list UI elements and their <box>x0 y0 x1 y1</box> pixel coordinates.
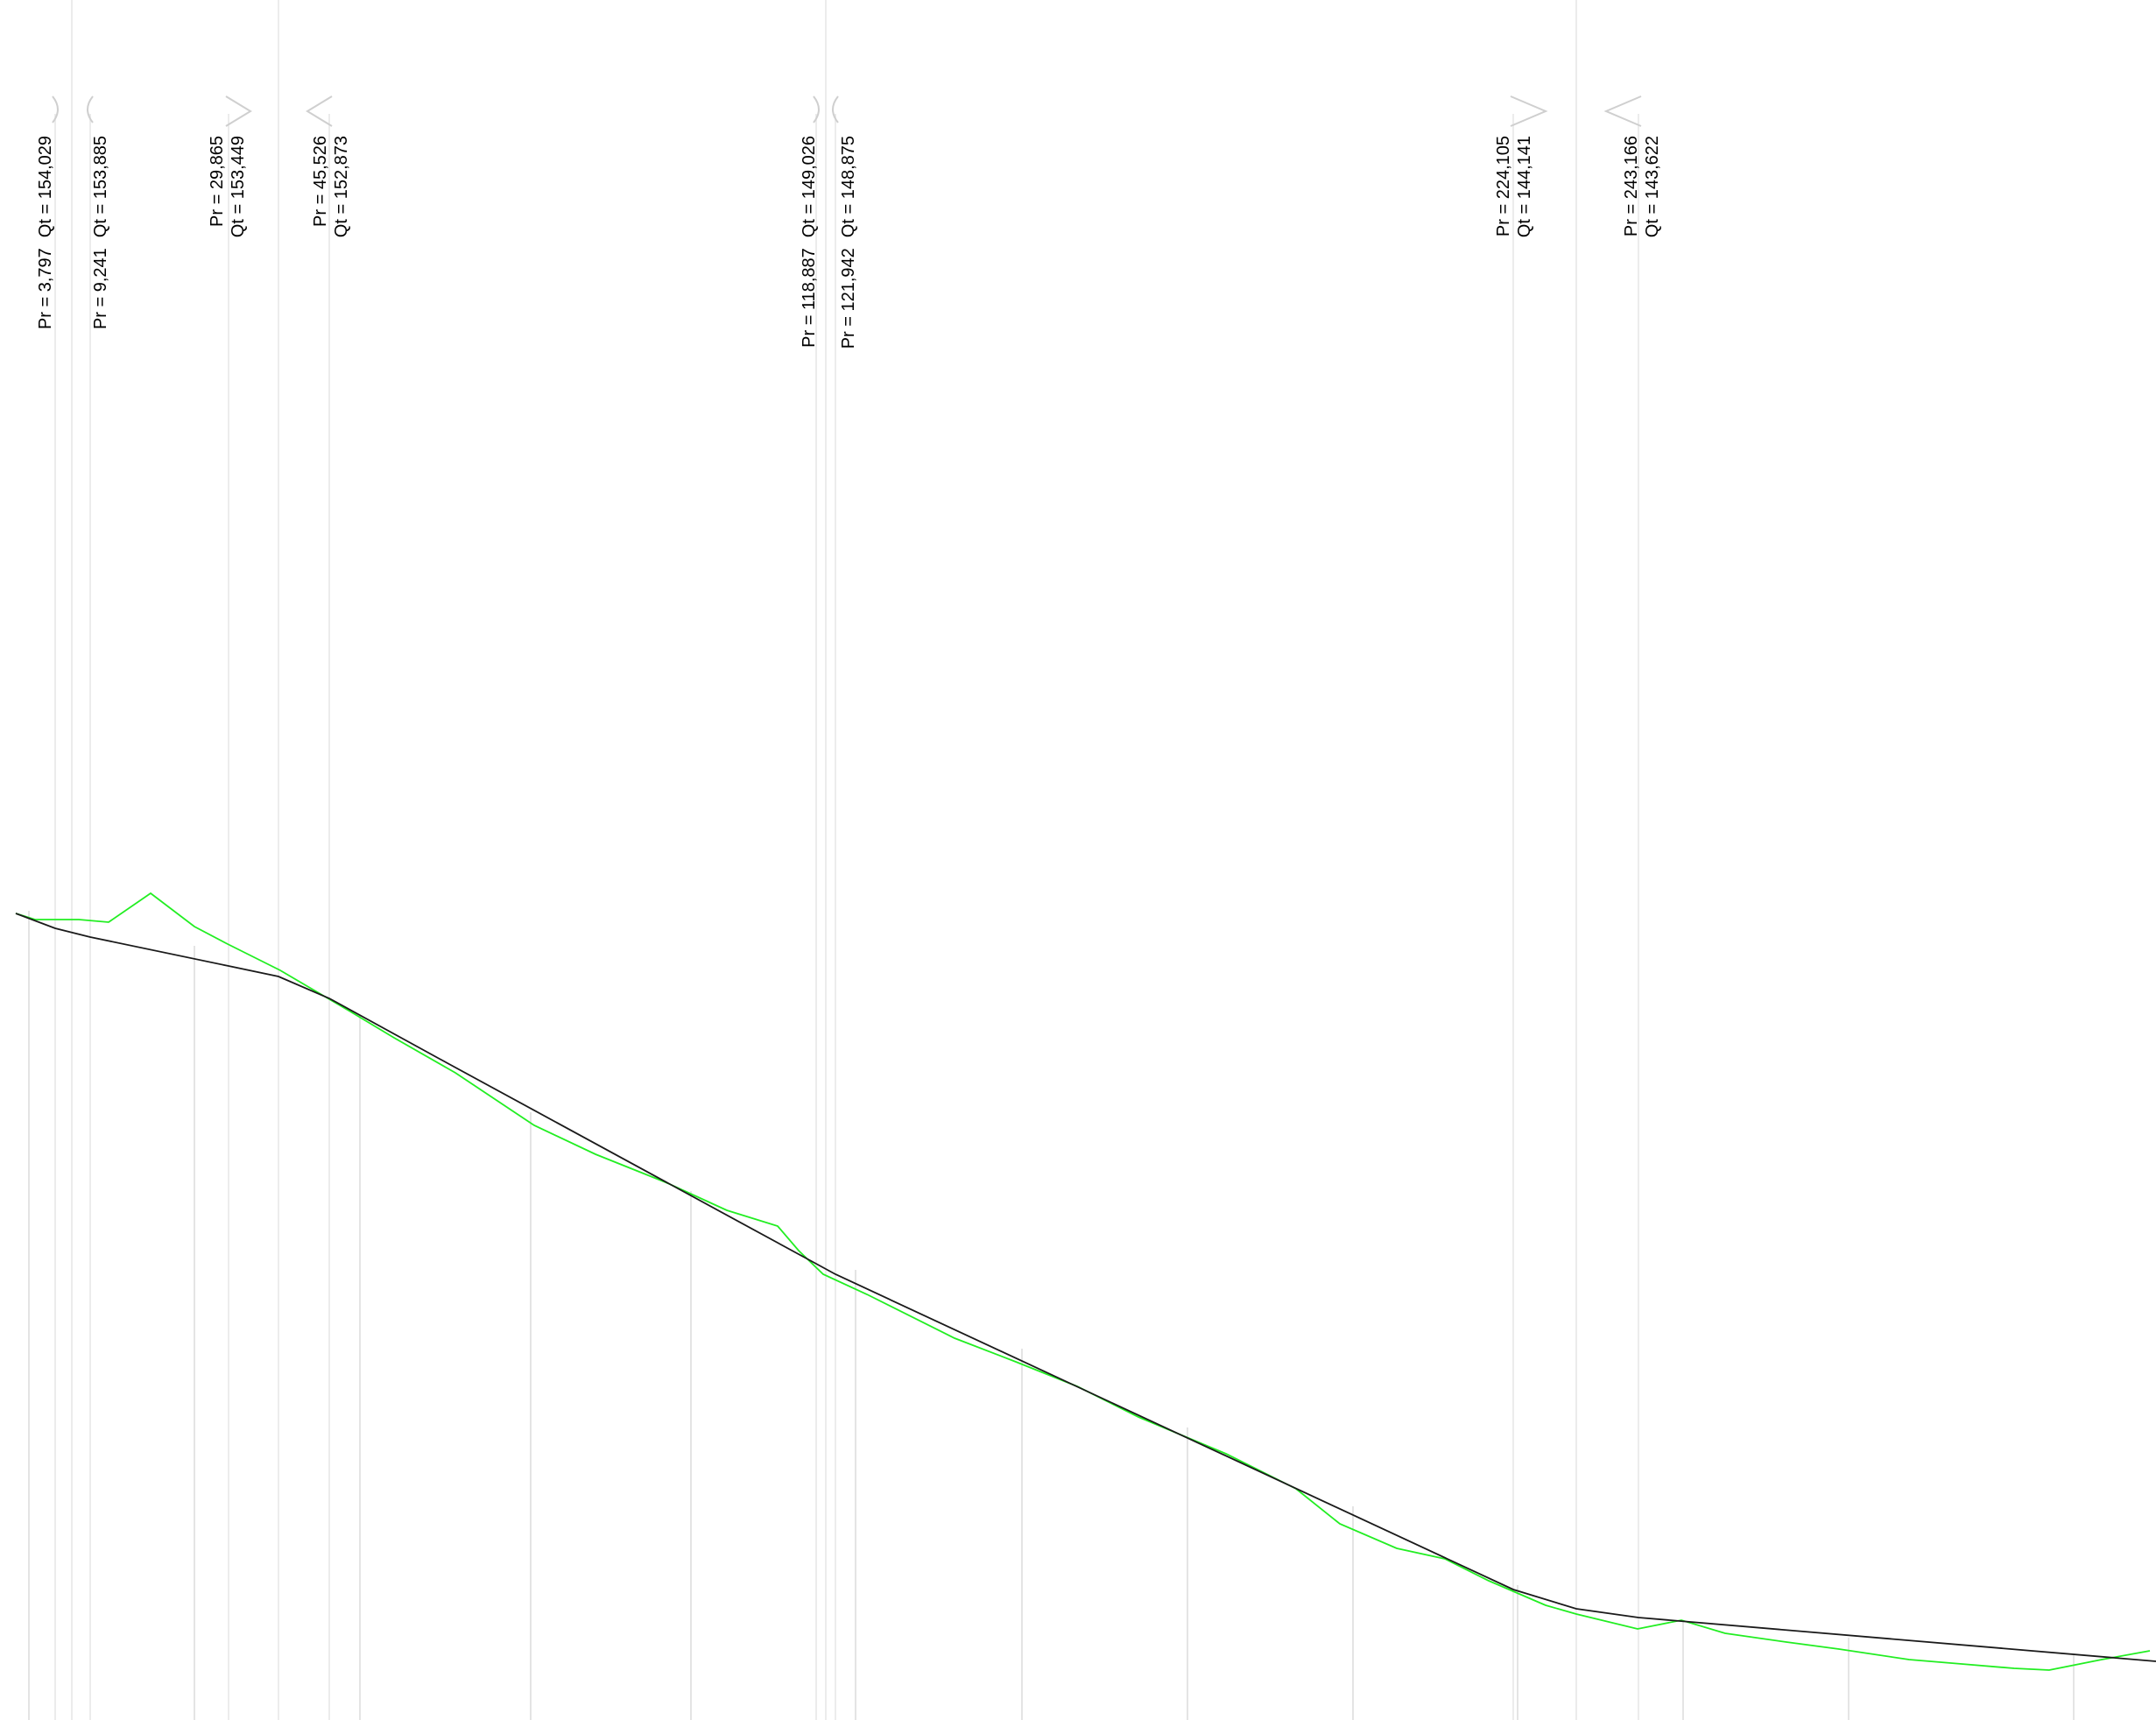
station-ordinates <box>54 114 1639 1720</box>
curve-marker-left <box>87 95 94 123</box>
triangle-marker-left <box>1603 95 1642 127</box>
curve-marker-left <box>832 95 839 123</box>
station-label-s3-pr: Pr = 29,865 <box>208 136 227 227</box>
triangle-marker-right <box>225 95 252 127</box>
bottom-ticks <box>28 911 2075 1720</box>
station-label-s8-pr: Pr = 243,166 <box>1622 136 1641 236</box>
ground-profile-line <box>15 892 2151 1671</box>
curve-marker-right <box>52 95 59 123</box>
station-label-s3-qt: Qt = 153,449 <box>229 136 248 237</box>
alignment-markers <box>52 95 1642 127</box>
design-profile-line <box>15 913 2156 1662</box>
triangle-marker-left <box>306 95 333 127</box>
station-label-s4-pr: Pr = 45,526 <box>311 136 330 227</box>
station-label-s1: Pr = 3,797Qt = 154,029 <box>36 136 55 329</box>
station-label-s4-qt: Qt = 152,873 <box>332 136 351 237</box>
station-labels: Pr = 3,797Qt = 154,029 Pr = 9,241Qt = 15… <box>36 136 1662 349</box>
station-grid-lines <box>71 0 1577 1720</box>
station-label-s7-pr: Pr = 224,105 <box>1494 136 1513 236</box>
curve-marker-right <box>813 95 820 123</box>
station-label-s7-qt: Qt = 144,141 <box>1515 136 1534 237</box>
station-label-s6: Pr = 121,942Qt = 148,875 <box>839 136 858 349</box>
triangle-marker-right <box>1510 95 1548 127</box>
station-label-s8-qt: Qt = 143,622 <box>1643 136 1662 237</box>
station-label-s5: Pr = 118,887Qt = 149,026 <box>800 136 819 348</box>
station-label-s2: Pr = 9,241Qt = 153,885 <box>91 136 110 329</box>
